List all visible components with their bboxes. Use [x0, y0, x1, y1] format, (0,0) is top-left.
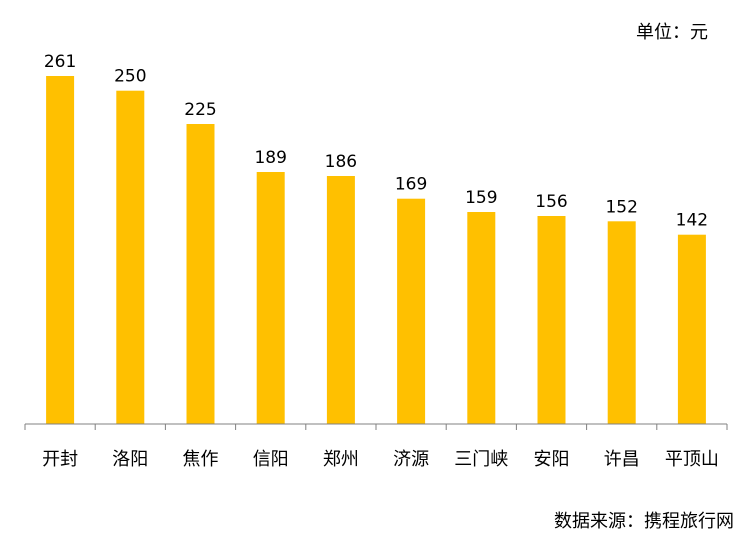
data-label: 250 — [114, 67, 146, 87]
category-label: 开封 — [42, 449, 78, 470]
bar — [46, 76, 75, 424]
data-label: 156 — [535, 192, 567, 212]
data-label: 225 — [184, 100, 216, 120]
category-label: 三门峡 — [454, 449, 508, 470]
category-label: 焦作 — [183, 449, 219, 470]
bar — [397, 198, 426, 424]
unit-label: 单位：元 — [636, 22, 708, 43]
bar — [256, 172, 285, 424]
category-label: 安阳 — [534, 449, 570, 470]
bar — [467, 212, 496, 424]
category-label: 平顶山 — [665, 449, 719, 470]
bar — [677, 234, 706, 424]
bar — [537, 216, 566, 424]
data-label: 186 — [325, 152, 357, 172]
data-label: 152 — [605, 197, 637, 217]
source-label: 数据来源：携程旅行网 — [554, 511, 734, 532]
category-label: 济源 — [393, 449, 429, 470]
data-label: 169 — [395, 175, 427, 195]
category-label: 许昌 — [604, 449, 640, 470]
bar — [326, 176, 355, 424]
category-label: 信阳 — [253, 449, 289, 470]
bar — [186, 124, 215, 424]
bar — [607, 221, 636, 424]
data-label: 159 — [465, 188, 497, 208]
bar — [116, 90, 145, 424]
data-label: 261 — [44, 52, 76, 72]
category-label: 洛阳 — [112, 449, 148, 470]
data-label: 189 — [254, 148, 286, 168]
category-label: 郑州 — [323, 449, 359, 470]
data-label: 142 — [676, 211, 708, 231]
